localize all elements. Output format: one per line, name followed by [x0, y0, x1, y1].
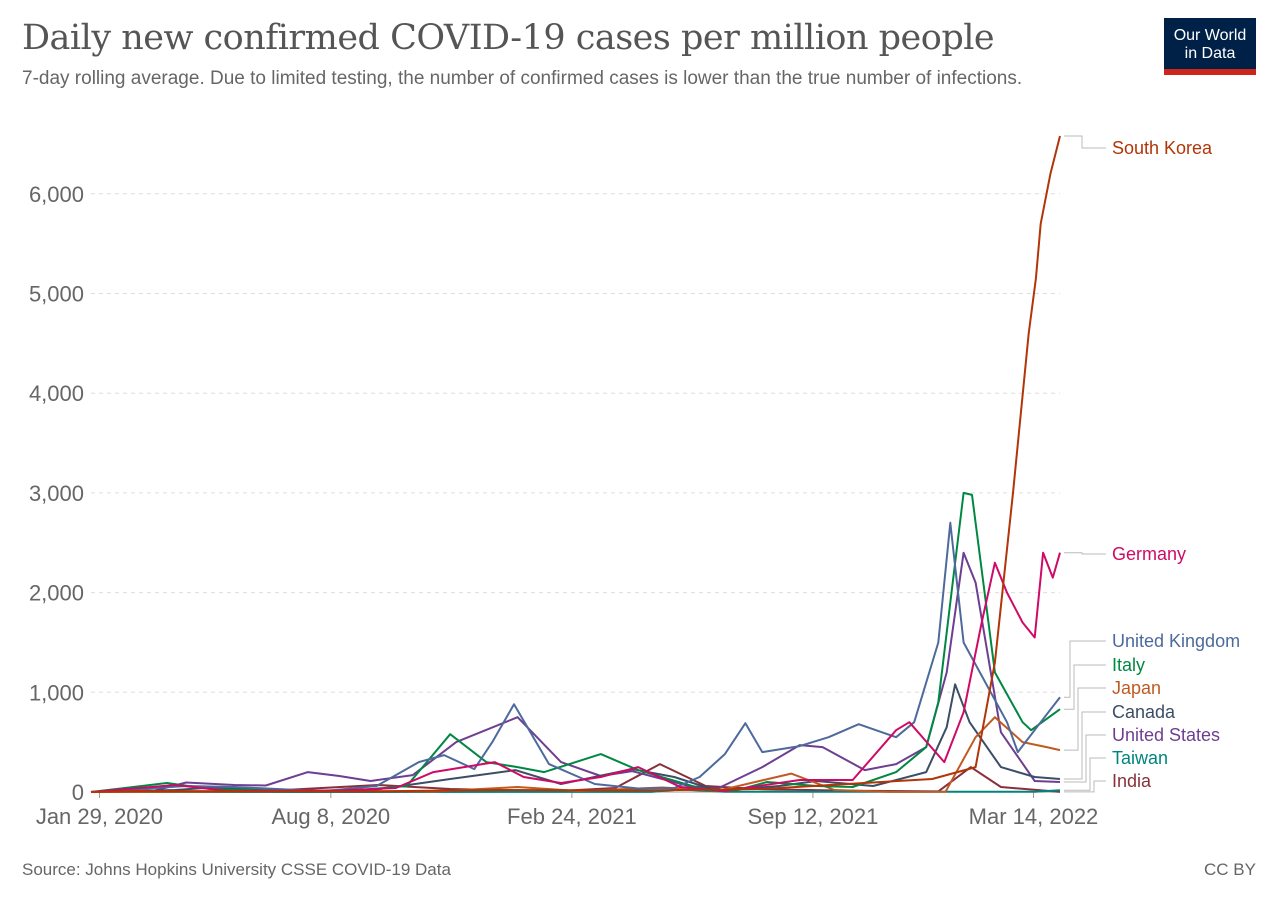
label-connector-india — [1064, 780, 1106, 793]
series-label-india[interactable]: India — [1112, 771, 1152, 791]
label-connector-germany — [1064, 552, 1106, 555]
label-connector-japan — [1064, 687, 1106, 751]
series-label-italy[interactable]: Italy — [1112, 655, 1145, 675]
series-label-south-korea[interactable]: South Korea — [1112, 138, 1213, 158]
x-tick-label: Jan 29, 2020 — [36, 804, 163, 829]
y-tick-label: 4,000 — [29, 381, 84, 406]
y-tick-label: 5,000 — [29, 282, 84, 307]
series-line-italy[interactable] — [90, 491, 1061, 793]
y-tick-label: 0 — [72, 780, 84, 805]
series-line-india[interactable] — [90, 763, 1061, 793]
x-tick-label: Aug 8, 2020 — [272, 804, 391, 829]
y-tick-label: 6,000 — [29, 182, 84, 207]
x-tick-label: Feb 24, 2021 — [507, 804, 637, 829]
license-note[interactable]: CC BY — [1204, 860, 1256, 879]
source-note[interactable]: Source: Johns Hopkins University CSSE CO… — [22, 860, 451, 879]
x-tick-label: Sep 12, 2021 — [747, 804, 878, 829]
series-label-canada[interactable]: Canada — [1112, 702, 1176, 722]
label-connector-taiwan — [1064, 757, 1106, 791]
logo-line-1: Our World — [1173, 27, 1247, 44]
label-connector-italy — [1064, 664, 1106, 710]
chart-title: Daily new confirmed COVID-19 cases per m… — [22, 18, 995, 58]
series-label-united-kingdom[interactable]: United Kingdom — [1112, 631, 1240, 651]
series-label-japan[interactable]: Japan — [1112, 678, 1161, 698]
label-connector-united-states — [1064, 734, 1106, 783]
label-connector-united-kingdom — [1064, 640, 1106, 698]
y-tick-label: 1,000 — [29, 680, 84, 705]
series-line-south-korea[interactable] — [90, 135, 1061, 793]
owid-logo[interactable]: Our World in Data — [1164, 18, 1256, 75]
y-tick-label: 3,000 — [29, 481, 84, 506]
series-label-germany[interactable]: Germany — [1112, 544, 1186, 564]
series-label-united-states[interactable]: United States — [1112, 725, 1220, 745]
chart-subtitle: 7-day rolling average. Due to limited te… — [22, 68, 1023, 89]
series-label-taiwan[interactable]: Taiwan — [1112, 748, 1168, 768]
logo-accent-bar — [1164, 69, 1256, 75]
series-line-united-kingdom[interactable] — [90, 521, 1061, 793]
y-tick-label: 2,000 — [29, 581, 84, 606]
series-line-germany[interactable] — [90, 551, 1061, 793]
logo-line-2: in Data — [1184, 45, 1236, 62]
x-tick-label: Mar 14, 2022 — [969, 804, 1099, 829]
label-connector-canada — [1064, 711, 1106, 780]
label-connector-south-korea — [1064, 135, 1106, 149]
